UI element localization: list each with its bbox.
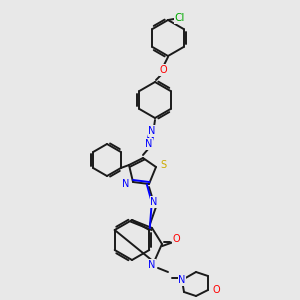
Text: O: O	[172, 234, 180, 244]
Text: N: N	[150, 197, 158, 207]
Text: N: N	[145, 139, 153, 149]
Text: S: S	[160, 160, 166, 170]
Text: Cl: Cl	[175, 13, 185, 23]
Text: N: N	[178, 275, 186, 285]
Text: N: N	[148, 126, 156, 136]
Text: O: O	[212, 285, 220, 295]
Text: N: N	[122, 179, 130, 189]
Text: O: O	[159, 65, 167, 75]
Text: N: N	[148, 260, 156, 270]
